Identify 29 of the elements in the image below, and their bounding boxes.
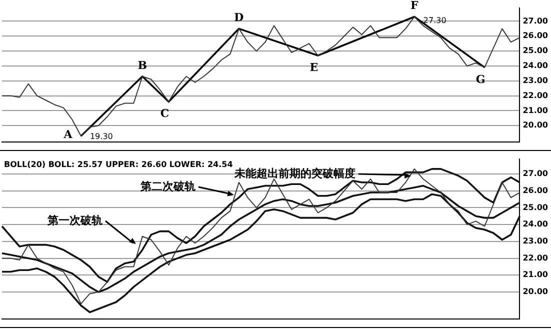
- annotation: E: [310, 60, 318, 74]
- annotation: D: [234, 11, 244, 24]
- y-tick-label: 21.00: [522, 270, 548, 280]
- y-tick-label: 25.00: [522, 202, 548, 212]
- y-tick-label: 27.00: [522, 16, 548, 26]
- y-tick-label: 27.00: [522, 169, 548, 178]
- y-tick-label: 26.00: [522, 31, 548, 40]
- annotation: A: [62, 128, 73, 141]
- annotation: 未能超出前期的突破幅度: [234, 166, 356, 180]
- annotation: 第二次破轨: [140, 180, 196, 193]
- y-tick-label: 20.00: [522, 287, 548, 296]
- data-label: 27.30: [423, 16, 446, 25]
- annotation: B: [138, 58, 148, 72]
- y-tick-label: 21.00: [522, 106, 548, 115]
- y-tick-label: 24.00: [522, 61, 548, 70]
- y-tick-label: 20.00: [522, 120, 548, 130]
- y-tick-label: 22.00: [522, 253, 548, 262]
- annotation: G: [476, 72, 486, 86]
- y-tick-label: 24.00: [522, 220, 548, 229]
- annotation: BOLL(20) BOLL: 25.57 UPPER: 26.60 LOWER: 24.54: [4, 160, 234, 169]
- annotation: C: [160, 107, 170, 120]
- data-label: 19.30: [90, 132, 113, 142]
- annotation: 第一次破轨: [46, 214, 102, 227]
- y-tick-label: 25.00: [522, 46, 548, 56]
- y-tick-label: 23.00: [522, 76, 548, 85]
- y-tick-label: 22.00: [522, 90, 548, 100]
- annotation: F: [410, 0, 418, 12]
- y-tick-label: 23.00: [522, 236, 548, 246]
- y-tick-label: 26.00: [522, 186, 548, 195]
